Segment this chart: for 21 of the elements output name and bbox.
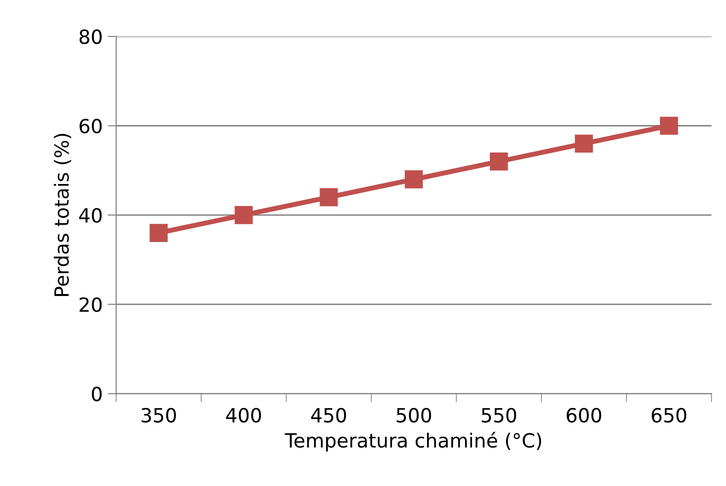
x-axis-title: Temperatura chaminé (°C) [284, 432, 542, 452]
y-axis-title: Perdas totais (%) [54, 134, 72, 296]
y-tick-label: 80 [80, 29, 102, 44]
y-tick-label: 0 [92, 386, 102, 402]
x-tick-label: 650 [652, 408, 686, 423]
point [234, 206, 253, 224]
point [150, 224, 168, 242]
x-tick-label: 400 [226, 408, 261, 423]
x-tick-label: 550 [482, 408, 516, 423]
point [574, 134, 593, 153]
y-tick-label: 40 [79, 208, 102, 223]
x-tick-label: 350 [142, 408, 176, 423]
point [320, 188, 338, 206]
point [660, 116, 678, 135]
point [404, 170, 423, 188]
x-tick-label: 600 [566, 408, 602, 423]
y-tick-label: 20 [80, 297, 102, 312]
x-tick-label: 500 [396, 408, 432, 423]
x-tick-label: 450 [311, 408, 346, 423]
y-tick-label: 60 [80, 118, 102, 134]
point [490, 152, 508, 170]
